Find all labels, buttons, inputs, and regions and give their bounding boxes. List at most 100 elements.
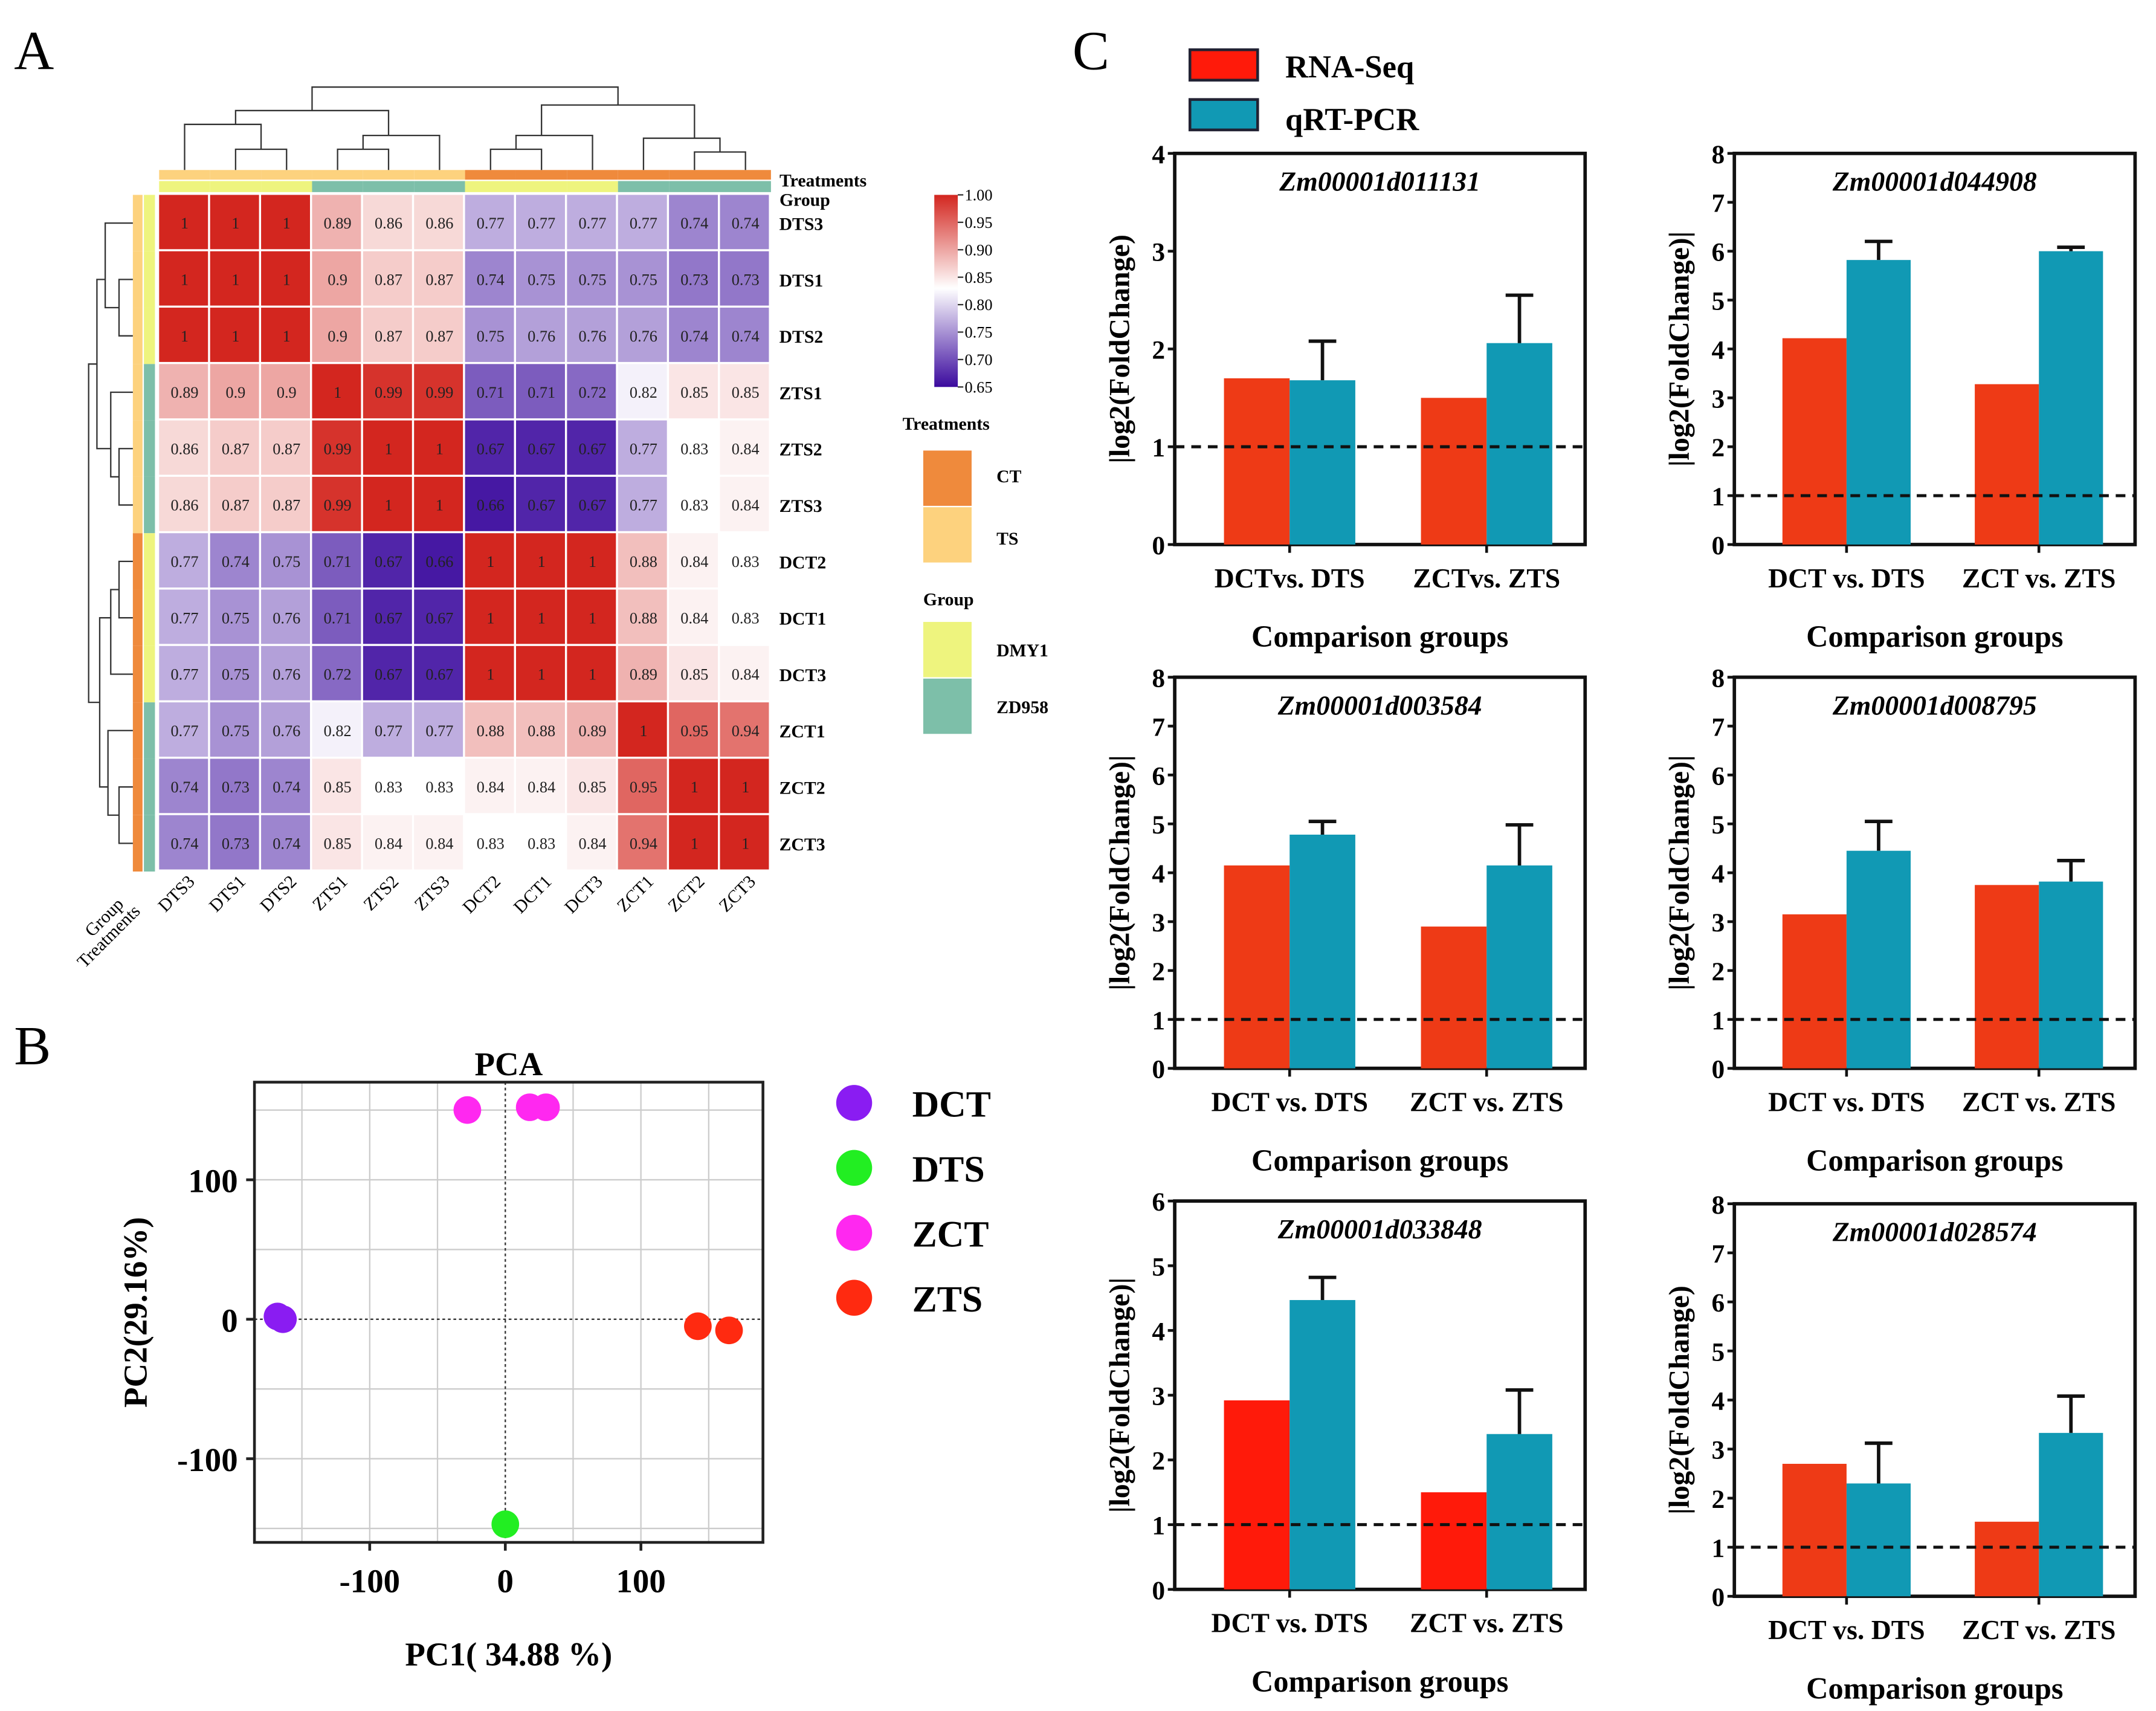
heatmap-cell <box>363 645 412 700</box>
heatmap-value: 0.84 <box>579 835 607 853</box>
heatmap-cell <box>618 758 667 813</box>
y-axis-label: |log2(FoldChange)| <box>1664 231 1696 467</box>
error-bar <box>1505 823 1534 865</box>
y-tick-label: 4 <box>1152 859 1165 888</box>
row-label: DTS1 <box>779 271 824 291</box>
heatmap-cell <box>465 815 514 870</box>
x-axis-label: PC1( 34.88 %) <box>405 1636 612 1673</box>
heatmap-value: 1 <box>741 835 749 853</box>
x-axis-label: Comparison groups <box>1251 1143 1508 1177</box>
heatmap-value: 0.67 <box>528 440 555 458</box>
y-tick-label: 5 <box>1152 1252 1165 1281</box>
heatmap-value: 0.67 <box>528 497 555 514</box>
y-tick-label: 6 <box>1152 1188 1165 1217</box>
y-tick-label: 4 <box>1152 140 1165 169</box>
heatmap-value: 1 <box>436 497 444 514</box>
bar-rna-seq <box>1224 1400 1290 1590</box>
heatmap-value: 0.76 <box>630 328 657 345</box>
y-tick-label: 0 <box>1711 1583 1725 1612</box>
bar-qrt-pcr <box>1846 850 1911 1069</box>
y-tick-label: 5 <box>1152 810 1165 839</box>
heatmap-cell <box>414 195 463 250</box>
heatmap-value: 0.77 <box>170 666 198 684</box>
heatmap-cell <box>515 251 565 306</box>
heatmap-value: 1 <box>538 553 546 571</box>
heatmap-value: 0.83 <box>375 778 402 796</box>
heatmap-cell <box>159 702 208 757</box>
heatmap-value: 0.77 <box>579 215 607 232</box>
heatmap-cell <box>312 702 361 757</box>
chart-title: Zm00001d008795 <box>1832 690 2037 720</box>
heatmap-cell <box>618 420 667 475</box>
heatmap-value: 1 <box>741 778 749 796</box>
plot-frame <box>253 1081 764 1544</box>
heatmap-value: 0.83 <box>680 497 708 514</box>
heatmap-cell <box>567 364 616 419</box>
heatmap-cell <box>720 251 769 306</box>
heatmap-cell <box>159 815 208 870</box>
row-label: DCT1 <box>779 610 827 629</box>
heatmap-value: 0.89 <box>170 384 198 401</box>
heatmap-cell <box>312 589 361 644</box>
heatmap-value: 0.83 <box>528 835 555 853</box>
heatmap-value: 0.73 <box>680 271 708 289</box>
bar-qrt-pcr <box>1289 380 1355 545</box>
left-group-bar <box>144 420 155 477</box>
left-group-bar <box>144 589 155 646</box>
heatmap-cell <box>159 589 208 644</box>
heatmap-cell <box>159 364 208 419</box>
legend-marker <box>836 1215 873 1251</box>
heatmap-cell <box>669 308 718 362</box>
heatmap-cell <box>515 195 565 250</box>
legend-label-treatment: TS <box>996 529 1018 549</box>
heatmap-cell <box>618 364 667 419</box>
y-tick-label: 6 <box>1711 1289 1725 1318</box>
top-group-bar <box>669 181 720 192</box>
y-tick-label: 0 <box>221 1302 237 1339</box>
heatmap-cell <box>720 533 769 588</box>
heatmap-value: 0.94 <box>732 722 760 740</box>
heatmap-value: 0.86 <box>170 497 198 514</box>
heatmap-cell <box>720 420 769 475</box>
bar-chart: 0 1 2 3 4 5 6 7 8 Zm00001d044908 DCT vs. DTS ZCT vs… <box>1664 140 2137 653</box>
heatmap-cell <box>515 645 565 700</box>
chart-title: Zm00001d003584 <box>1277 690 1482 720</box>
heatmap-value: 0.9 <box>328 271 347 289</box>
heatmap-value: 0.95 <box>680 722 708 740</box>
heatmap-cell <box>159 645 208 700</box>
y-tick-label: 8 <box>1711 664 1725 693</box>
heatmap-value: 1 <box>486 666 494 684</box>
left-dendrogram-branch <box>118 448 133 506</box>
panel-label-a: A <box>14 19 54 81</box>
left-group-bar <box>144 702 155 759</box>
y-tick-label: 4 <box>1711 859 1725 888</box>
x-tick-label: -100 <box>340 1562 401 1599</box>
bar-qrt-pcr <box>1846 260 1911 545</box>
colorbar-tick-label: 0.75 <box>964 324 992 341</box>
x-tick-label: DCT vs. DTS <box>1768 563 1925 594</box>
heatmap-value: 0.82 <box>630 384 657 401</box>
heatmap-cell <box>210 758 259 813</box>
heatmap-cell <box>669 815 718 870</box>
left-group-bar <box>144 476 155 534</box>
heatmap-cell <box>720 364 769 419</box>
colorbar-tick-label: 0.70 <box>964 351 992 369</box>
heatmap-value: 0.84 <box>732 497 760 514</box>
heatmap-value: 0.67 <box>477 440 505 458</box>
bar-rna-seq <box>1782 1464 1847 1597</box>
chart-title: Zm00001d011131 <box>1279 166 1480 197</box>
heatmap-cell <box>159 251 208 306</box>
x-tick-label: DCT vs. DTS <box>1768 1087 1925 1117</box>
heatmap-cell <box>363 420 412 475</box>
heatmap-value: 0.74 <box>732 215 760 232</box>
legend-label: qRT-PCR <box>1285 102 1419 137</box>
y-tick-label: 3 <box>1711 1436 1725 1465</box>
heatmap-value: 0.99 <box>375 384 402 401</box>
y-tick-label: 4 <box>1711 1386 1725 1415</box>
heatmap-value: 0.83 <box>732 553 760 571</box>
heatmap-cell <box>567 815 616 870</box>
heatmap-cell <box>515 308 565 362</box>
x-tick-label: 0 <box>497 1562 514 1599</box>
heatmap-cell <box>669 420 718 475</box>
heatmap-cell <box>159 308 208 362</box>
